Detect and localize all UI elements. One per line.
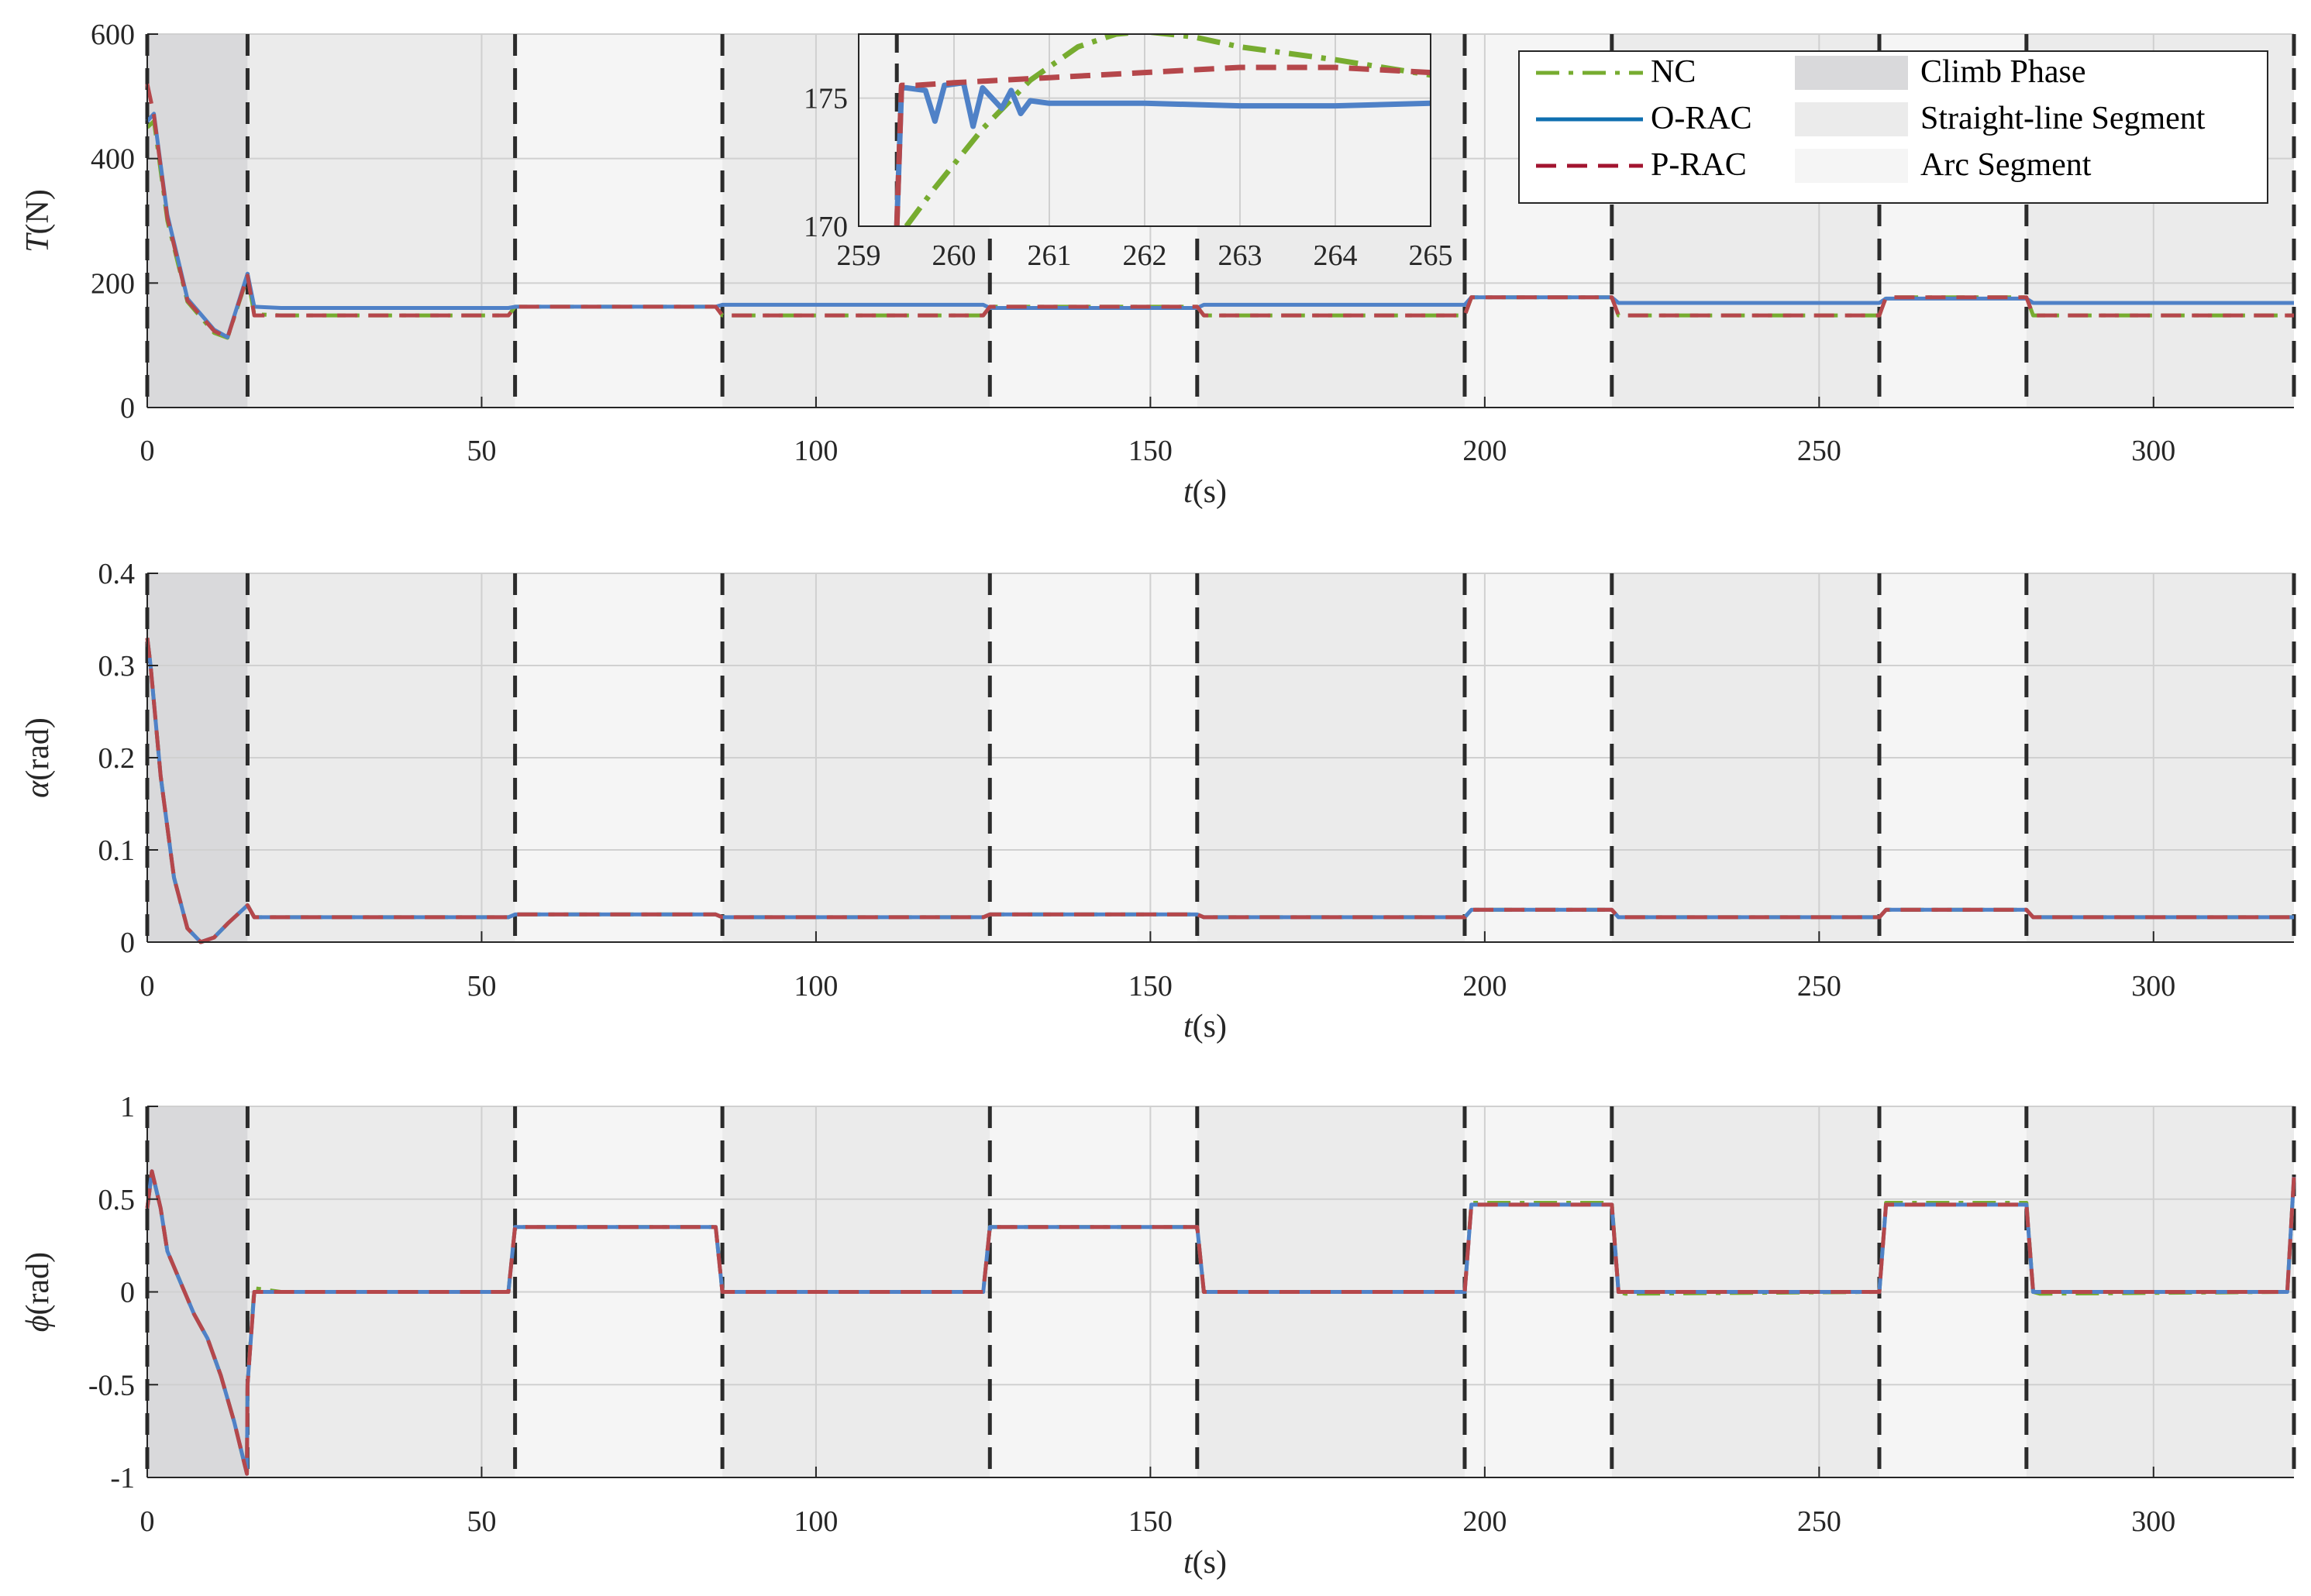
- x-tick-label: 250: [1797, 435, 1841, 467]
- phase-band-arc: [515, 34, 723, 408]
- legend-label-nc: NC: [1651, 54, 1696, 90]
- y-tick-label: 0: [120, 1277, 135, 1309]
- y-axis-label-unit: (rad): [20, 1252, 56, 1316]
- inset-x-tick-label: 260: [932, 239, 976, 272]
- x-axis-label-symbol: t: [1183, 1009, 1193, 1044]
- y-axis-label-symbol: ϕ: [20, 1315, 56, 1332]
- x-tick-label: 200: [1462, 435, 1507, 467]
- y-tick-label: 200: [91, 267, 135, 300]
- x-tick-label: 150: [1128, 970, 1173, 1003]
- y-tick-label: 0: [120, 927, 135, 959]
- x-axis-label: t(s): [1183, 474, 1227, 510]
- series-line-p-rac: [145, 638, 2294, 944]
- y-tick-label: 0.4: [98, 558, 136, 590]
- x-tick-label: 0: [140, 1505, 155, 1538]
- x-tick-label: 250: [1797, 1505, 1841, 1538]
- x-tick-label: 250: [1797, 970, 1841, 1003]
- x-tick-label: 50: [467, 435, 496, 467]
- series-line-p-rac: [145, 1169, 2296, 1476]
- y-tick-label: 0.5: [98, 1184, 136, 1216]
- x-tick-label: 150: [1128, 435, 1173, 467]
- y-axis-label-unit: (N): [20, 189, 56, 234]
- y-tick-label: -1: [110, 1462, 135, 1495]
- x-tick-label: 50: [467, 970, 496, 1003]
- y-tick-label: 0.1: [98, 834, 136, 867]
- legend-patch-straight: [1795, 102, 1908, 136]
- y-tick-label: 1: [120, 1091, 135, 1123]
- inset-x-tick-label: 262: [1123, 239, 1167, 272]
- inset-x-tick-label: 265: [1409, 239, 1453, 272]
- x-axis-label-unit: (s): [1193, 474, 1227, 510]
- legend: NC O-RAC P-RAC Climb Phase Straight-line Seg…: [1518, 50, 2268, 204]
- x-axis-label-symbol: t: [1183, 1545, 1193, 1581]
- y-axis-label-symbol: T: [20, 232, 56, 253]
- y-axis-label-symbol: α: [20, 780, 56, 798]
- inset-frame: [858, 33, 1431, 227]
- x-tick-label: 150: [1128, 1505, 1173, 1538]
- legend-label-climb: Climb Phase: [1920, 54, 2086, 90]
- x-tick-label: 0: [140, 970, 155, 1003]
- x-tick-label: 200: [1462, 1505, 1507, 1538]
- x-axis-label-unit: (s): [1193, 1009, 1227, 1044]
- zoom-inset: 259 260 261 262 263 264 265 170 175: [804, 33, 1453, 272]
- inset-y-tick-label: 175: [804, 83, 848, 115]
- alpha-panel: 0 50 100 150 200 250 300 0 0.1 0.2 0.3 0.4 t(s) α(rad…: [20, 558, 2296, 1044]
- inset-series-line-nc: [904, 34, 1431, 226]
- inset-series-group: [894, 34, 1431, 226]
- y-axis-label: α(rad): [20, 717, 56, 798]
- x-axis-label: t(s): [1183, 1009, 1227, 1044]
- x-tick-label: 100: [794, 970, 838, 1003]
- inset-x-tick-label: 264: [1314, 239, 1358, 272]
- x-tick-label: 0: [140, 435, 155, 467]
- legend-patch-climb: [1795, 56, 1908, 90]
- x-tick-label: 300: [2131, 970, 2175, 1003]
- phase-band-straight: [247, 34, 515, 408]
- series-line-p-rac: [145, 83, 2294, 340]
- legend-label-p-rac: P-RAC: [1651, 147, 1747, 183]
- inset-series-line-p-rac: [894, 64, 1431, 226]
- legend-label-straight: Straight-line Segment: [1920, 101, 2206, 136]
- y-tick-label: 0.3: [98, 650, 136, 683]
- inset-series-line-o-rac: [894, 80, 1431, 226]
- phi-panel: 0 50 100 150 200 250 300 -1 -0.5 0 0.5 1 t(s) ϕ(rad): [20, 1091, 2296, 1581]
- inset-x-tick-label: 263: [1218, 239, 1262, 272]
- y-tick-label: 0.2: [98, 742, 136, 775]
- x-axis-label-unit: (s): [1193, 1545, 1227, 1581]
- y-tick-label: -0.5: [88, 1369, 135, 1402]
- y-axis-label: ϕ(rad): [20, 1252, 56, 1332]
- y-tick-label: 400: [91, 143, 135, 176]
- inset-x-tick-label: 261: [1028, 239, 1072, 272]
- x-axis-label: t(s): [1183, 1545, 1227, 1581]
- inset-y-tick-label: 170: [804, 211, 848, 243]
- legend-label-arc: Arc Segment: [1920, 147, 2092, 183]
- x-tick-label: 300: [2131, 435, 2175, 467]
- x-axis-label-symbol: t: [1183, 474, 1193, 510]
- x-tick-label: 50: [467, 1505, 496, 1538]
- inset-x-tick-label: 259: [837, 239, 881, 272]
- y-tick-label: 0: [120, 392, 135, 425]
- legend-label-o-rac: O-RAC: [1651, 101, 1752, 136]
- x-tick-label: 200: [1462, 970, 1507, 1003]
- y-axis-label: T(N): [20, 189, 56, 253]
- phase-band-climb: [147, 34, 248, 408]
- x-tick-label: 300: [2131, 1505, 2175, 1538]
- y-axis-label-unit: (rad): [20, 717, 56, 781]
- y-tick-label: 600: [91, 19, 135, 51]
- x-tick-label: 100: [794, 1505, 838, 1538]
- x-tick-label: 100: [794, 435, 838, 467]
- legend-patch-arc: [1795, 149, 1908, 183]
